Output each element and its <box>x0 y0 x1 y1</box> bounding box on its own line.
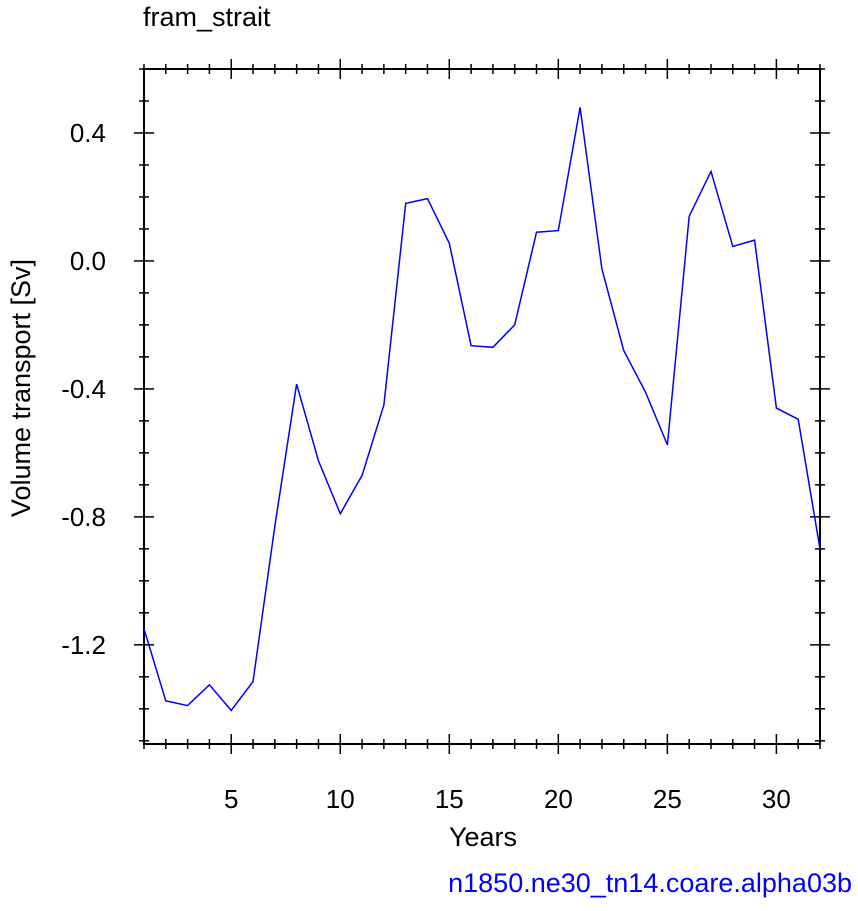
x-tick-label: 5 <box>224 784 238 814</box>
x-tick-label: 15 <box>435 784 464 814</box>
chart-title: fram_strait <box>143 2 271 32</box>
x-tick-label: 30 <box>762 784 791 814</box>
case-caption: n1850.ne30_tn14.coare.alpha03b <box>448 868 852 898</box>
x-axis-label: Years <box>448 822 518 852</box>
axis-tick-labels: 5 10 15 20 25 30 0.4 0.0 -0.4 -0.8 -1.2 <box>61 118 791 814</box>
y-tick-label: -1.2 <box>61 630 106 660</box>
y-axis-label: Volume transport [Sv] <box>6 258 36 518</box>
y-tick-label: 0.4 <box>70 118 106 148</box>
plot-frame <box>143 68 821 745</box>
axis-ticks <box>134 59 830 754</box>
series-line <box>143 107 821 712</box>
x-tick-label: 20 <box>544 784 573 814</box>
y-tick-label: 0.0 <box>70 246 106 276</box>
x-tick-label: 10 <box>326 784 355 814</box>
y-tick-label: -0.8 <box>61 502 106 532</box>
x-tick-label: 25 <box>653 784 682 814</box>
y-tick-label: -0.4 <box>61 374 106 404</box>
